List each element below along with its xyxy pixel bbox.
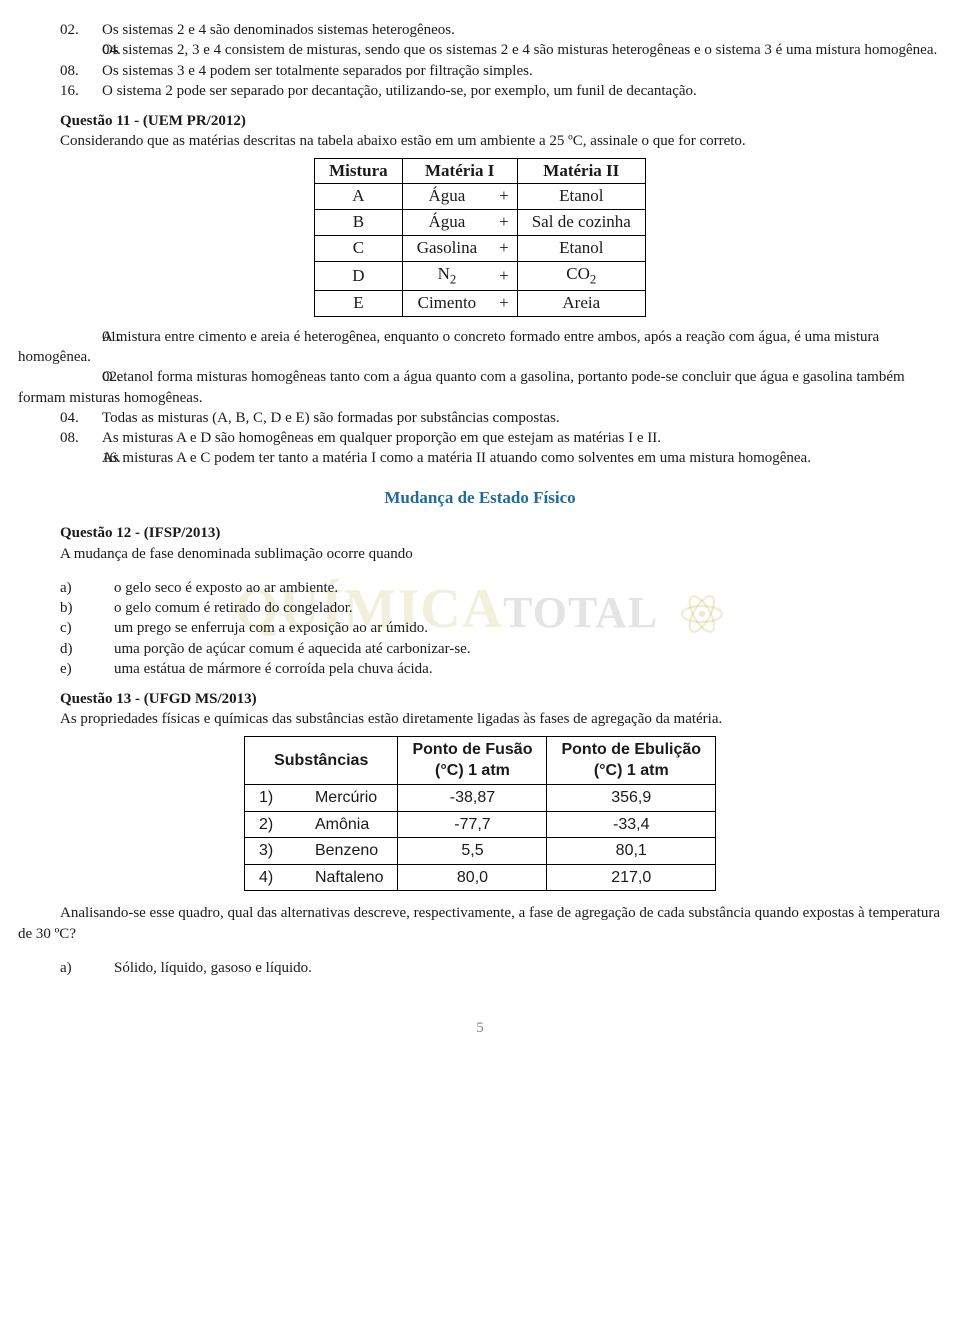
table-row: AÁgua+Etanol: [315, 184, 646, 210]
option-c: c)um prego se enferruja com a exposição …: [60, 618, 942, 638]
mixture-table: Mistura Matéria I Matéria II AÁgua+Etano…: [314, 158, 646, 317]
table-row: DN2+CO2: [315, 262, 646, 291]
table-row: 4)Naftaleno80,0217,0: [244, 864, 715, 891]
item-text: A mistura entre cimento e areia é hetero…: [18, 329, 879, 365]
item-text: Os sistemas 2 e 4 são denominados sistem…: [102, 22, 455, 38]
item-num: 16.: [60, 448, 102, 468]
question-body: A mudança de fase denominada sublimação …: [18, 544, 942, 564]
th-ebul: Ponto de Ebulição(°C) 1 atm: [547, 736, 716, 784]
table-row: CGasolina+Etanol: [315, 236, 646, 262]
substances-table: Substâncias Ponto de Fusão(°C) 1 atm Pon…: [244, 736, 716, 892]
option-b: b)o gelo comum é retirado do congelador.: [60, 598, 942, 618]
item-text: As misturas A e C podem ter tanto a maté…: [102, 450, 811, 466]
question-title: Questão 13 - (UFGD MS/2013): [18, 689, 942, 709]
option-e: e)uma estátua de mármore é corroída pela…: [60, 659, 942, 679]
option-d: d)uma porção de açúcar comum é aquecida …: [60, 639, 942, 659]
table-row: 3)Benzeno5,580,1: [244, 838, 715, 865]
q11-items: 01.A mistura entre cimento e areia é het…: [18, 327, 942, 469]
question-body: Considerando que as matérias descritas n…: [18, 131, 942, 151]
question-12: Questão 12 - (IFSP/2013) A mudança de fa…: [18, 523, 942, 679]
page-number: 5: [18, 1018, 942, 1038]
item-num: 04.: [60, 408, 102, 428]
item-num: 01.: [60, 327, 102, 347]
question-title: Questão 12 - (IFSP/2013): [18, 523, 942, 543]
question-11: Questão 11 - (UEM PR/2012) Considerando …: [18, 111, 942, 469]
table-row: 1)Mercúrio-38,87356,9: [244, 784, 715, 811]
q13-options: a)Sólido, líquido, gasoso e líquido.: [18, 958, 942, 978]
table-row: BÁgua+Sal de cozinha: [315, 210, 646, 236]
item-text: Os sistemas 2, 3 e 4 consistem de mistur…: [102, 42, 937, 58]
item-num: 08.: [60, 61, 102, 81]
item-text: As misturas A e D são homogêneas em qual…: [102, 430, 661, 446]
item-text: Os sistemas 3 e 4 podem ser totalmente s…: [102, 63, 533, 79]
th-materia1: Matéria I: [402, 158, 517, 184]
table-row: ECimento+Areia: [315, 290, 646, 316]
item-num: 02.: [60, 367, 102, 387]
item-num: 16.: [60, 81, 102, 101]
th-fusao: Ponto de Fusão(°C) 1 atm: [398, 736, 547, 784]
item-num: 02.: [60, 20, 102, 40]
table-row: 2)Amônia-77,7-33,4: [244, 811, 715, 838]
q13-after: Analisando-se esse quadro, qual das alte…: [18, 903, 942, 944]
item-num: 04.: [60, 40, 102, 60]
intro-items: 02.Os sistemas 2 e 4 são denominados sis…: [18, 20, 942, 101]
option-a: a)Sólido, líquido, gasoso e líquido.: [60, 958, 942, 978]
item-text: O etanol forma misturas homogêneas tanto…: [18, 369, 905, 405]
th-materia2: Matéria II: [517, 158, 645, 184]
th-mistura: Mistura: [315, 158, 403, 184]
item-text: Todas as misturas (A, B, C, D e E) são f…: [102, 410, 560, 426]
option-a: a)o gelo seco é exposto ao ar ambiente.: [60, 578, 942, 598]
item-text: O sistema 2 pode ser separado por decant…: [102, 83, 697, 99]
question-13: Questão 13 - (UFGD MS/2013) As proprieda…: [18, 689, 942, 978]
section-title: Mudança de Estado Físico: [18, 487, 942, 510]
th-subs: Substâncias: [244, 736, 398, 784]
item-num: 08.: [60, 428, 102, 448]
question-body: As propriedades físicas e químicas das s…: [18, 709, 942, 729]
question-title: Questão 11 - (UEM PR/2012): [18, 111, 942, 131]
q12-options: a)o gelo seco é exposto ao ar ambiente. …: [18, 578, 942, 679]
